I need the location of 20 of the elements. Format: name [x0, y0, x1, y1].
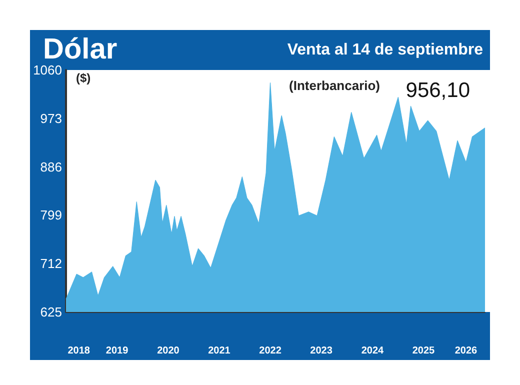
x-tick-label: 2026 [454, 346, 478, 356]
x-tick-label: 2024 [361, 346, 384, 356]
x-tick-label: 2019 [106, 346, 129, 356]
text: Venta al 14 de septiembre [287, 42, 484, 58]
x-tick-label: 2021 [208, 346, 231, 356]
chart-title: Dólar [43, 34, 118, 66]
x-tick-label: 2020 [157, 346, 180, 356]
y-tick-label: 973 [40, 110, 62, 126]
annotation: 956,10 [406, 79, 470, 102]
x-tick-label: 2018 [68, 346, 90, 356]
y-tick-label: 625 [40, 304, 62, 320]
y-tick-label: 712 [40, 256, 62, 272]
x-tick-label: 2023 [310, 346, 333, 356]
y-axis-title: ($) [76, 71, 91, 85]
y-tick-label: 886 [40, 159, 62, 174]
text: (Interbancario) [289, 78, 380, 93]
y-tick-label: 799 [40, 208, 62, 223]
y-tick-label: 1060 [33, 62, 62, 78]
x-tick-label: 2025 [412, 346, 436, 356]
x-tick-label: 2022 [259, 346, 282, 356]
